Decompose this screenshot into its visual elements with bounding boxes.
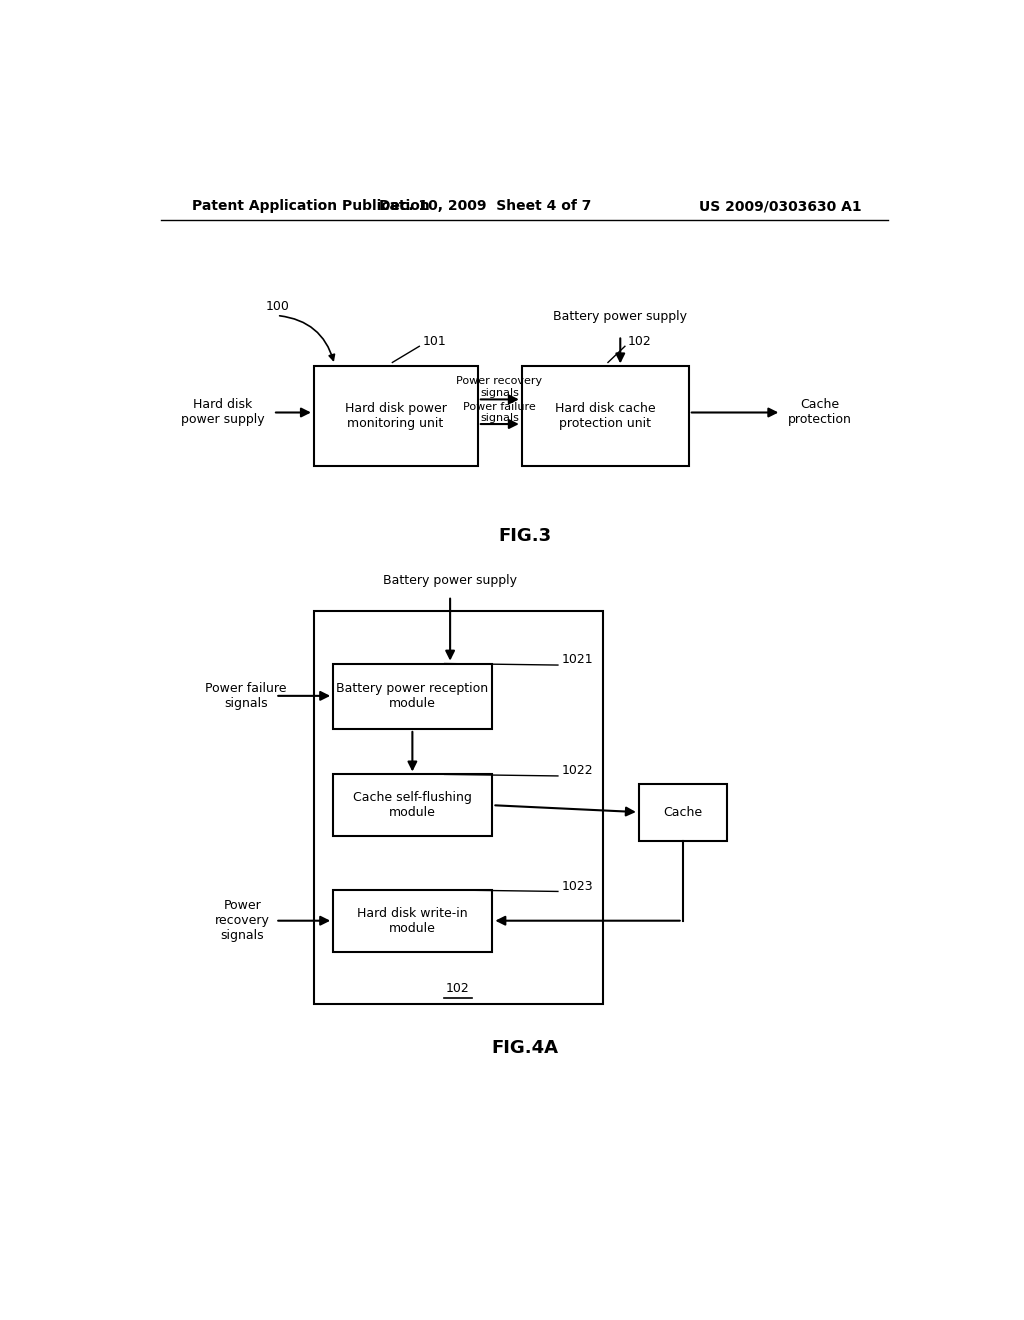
Bar [521, 367, 689, 466]
Text: FIG.4A: FIG.4A [492, 1039, 558, 1057]
Text: Hard disk write-in
module: Hard disk write-in module [357, 907, 468, 935]
Text: Power failure
signals: Power failure signals [205, 682, 287, 710]
Text: Power recovery
signals: Power recovery signals [457, 376, 543, 397]
Text: Patent Application Publication: Patent Application Publication [193, 199, 430, 213]
Bar [313, 367, 478, 466]
Text: Battery power reception
module: Battery power reception module [336, 682, 488, 710]
Text: Cache self-flushing
module: Cache self-flushing module [353, 791, 472, 820]
Text: 101: 101 [423, 335, 446, 348]
Text: US 2009/0303630 A1: US 2009/0303630 A1 [699, 199, 862, 213]
Text: Power
recovery
signals: Power recovery signals [215, 899, 269, 942]
Text: Power failure
signals: Power failure signals [463, 401, 536, 424]
Text: Cache
protection: Cache protection [787, 399, 852, 426]
Text: Hard disk
power supply: Hard disk power supply [181, 399, 265, 426]
Bar [333, 775, 493, 836]
Bar [639, 784, 727, 841]
Text: Dec. 10, 2009  Sheet 4 of 7: Dec. 10, 2009 Sheet 4 of 7 [379, 199, 591, 213]
Text: Hard disk cache
protection unit: Hard disk cache protection unit [555, 403, 655, 430]
Text: 100: 100 [265, 300, 289, 313]
Text: 1023: 1023 [562, 879, 593, 892]
Text: 102: 102 [628, 335, 651, 348]
Text: Battery power supply: Battery power supply [383, 574, 517, 587]
Bar [313, 611, 602, 1003]
Text: Cache: Cache [664, 805, 702, 818]
Text: 1022: 1022 [562, 764, 593, 777]
Text: Hard disk power
monitoring unit: Hard disk power monitoring unit [344, 403, 446, 430]
Text: FIG.3: FIG.3 [499, 527, 551, 545]
Text: Battery power supply: Battery power supply [553, 310, 687, 323]
Text: 1021: 1021 [562, 653, 593, 667]
Text: 102: 102 [445, 982, 470, 995]
Bar [333, 890, 493, 952]
Bar [333, 664, 493, 729]
